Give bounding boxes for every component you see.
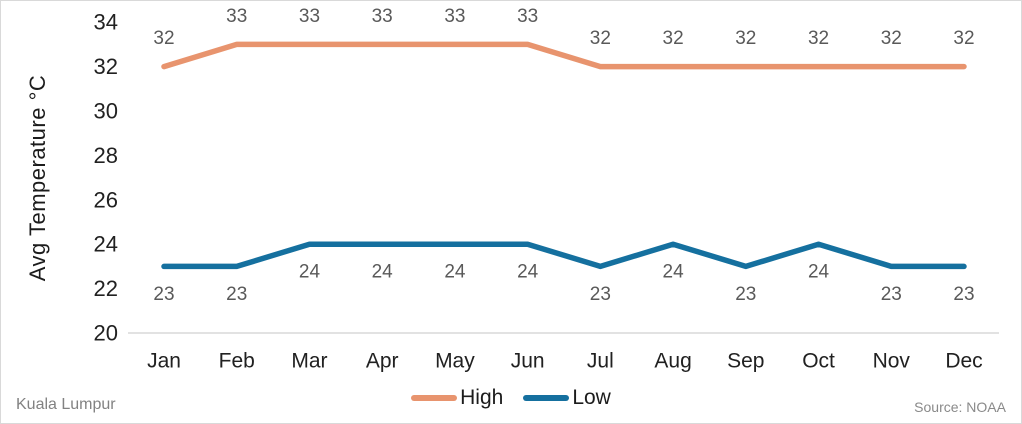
legend-item-high: High bbox=[411, 386, 503, 410]
data-label-high: 32 bbox=[808, 28, 829, 49]
y-tick-label: 30 bbox=[94, 99, 118, 124]
data-label-high: 32 bbox=[881, 28, 902, 49]
data-label-low: 24 bbox=[663, 262, 685, 283]
data-label-low: 23 bbox=[953, 284, 974, 305]
y-tick-label: 26 bbox=[94, 187, 118, 212]
data-label-high: 32 bbox=[735, 28, 756, 49]
x-tick-label: Aug bbox=[654, 350, 691, 373]
data-label-high: 32 bbox=[590, 28, 611, 49]
x-tick-label: Oct bbox=[802, 350, 835, 373]
data-label-high: 33 bbox=[372, 6, 393, 27]
x-tick-label: Nov bbox=[873, 350, 911, 373]
series-line-low bbox=[161, 241, 967, 270]
legend-label-low: Low bbox=[572, 386, 611, 409]
data-label-high: 32 bbox=[153, 28, 174, 49]
x-tick-label: Jan bbox=[147, 350, 181, 373]
data-label-low: 23 bbox=[881, 284, 902, 305]
data-label-high: 33 bbox=[226, 6, 247, 27]
y-axis-title: Avg Temperature °C bbox=[25, 74, 50, 282]
legend-label-high: High bbox=[460, 386, 504, 409]
series-line-high bbox=[161, 41, 967, 70]
y-tick-label: 34 bbox=[94, 10, 118, 35]
data-label-low: 23 bbox=[735, 284, 756, 305]
data-label-low: 23 bbox=[590, 284, 611, 305]
data-label-high: 33 bbox=[444, 6, 465, 27]
chart-subtitle-location: Kuala Lumpur bbox=[16, 396, 116, 413]
x-tick-label: Jul bbox=[587, 350, 614, 373]
x-tick-label: Feb bbox=[219, 350, 255, 373]
high-series-swatch-icon bbox=[411, 395, 458, 401]
data-label-high: 33 bbox=[299, 6, 320, 27]
x-tick-label: May bbox=[435, 350, 475, 373]
x-tick-label: Mar bbox=[291, 350, 327, 373]
data-label-high: 33 bbox=[517, 6, 538, 27]
data-label-low: 24 bbox=[808, 262, 830, 283]
data-label-low: 24 bbox=[299, 262, 321, 283]
x-tick-label: Jun bbox=[511, 350, 545, 373]
x-tick-label: Sep bbox=[727, 350, 764, 373]
data-label-low: 24 bbox=[372, 262, 394, 283]
legend-item-low: Low bbox=[523, 386, 611, 410]
y-tick-label: 24 bbox=[94, 232, 118, 257]
data-label-low: 24 bbox=[517, 262, 539, 283]
data-label-low: 23 bbox=[226, 284, 247, 305]
x-tick-label: Apr bbox=[366, 350, 399, 373]
data-label-high: 32 bbox=[953, 28, 974, 49]
chart-legend: High Low bbox=[1, 386, 1021, 410]
y-tick-label: 28 bbox=[94, 143, 118, 168]
data-label-low: 23 bbox=[153, 284, 174, 305]
y-tick-label: 32 bbox=[94, 54, 118, 79]
low-series-swatch-icon bbox=[523, 395, 570, 401]
x-tick-label: Dec bbox=[945, 350, 982, 373]
data-label-high: 32 bbox=[663, 28, 684, 49]
y-tick-label: 22 bbox=[94, 276, 118, 301]
y-tick-label: 20 bbox=[94, 321, 118, 346]
data-label-low: 24 bbox=[444, 262, 466, 283]
chart-source-credit: Source: NOAA bbox=[914, 399, 1006, 415]
